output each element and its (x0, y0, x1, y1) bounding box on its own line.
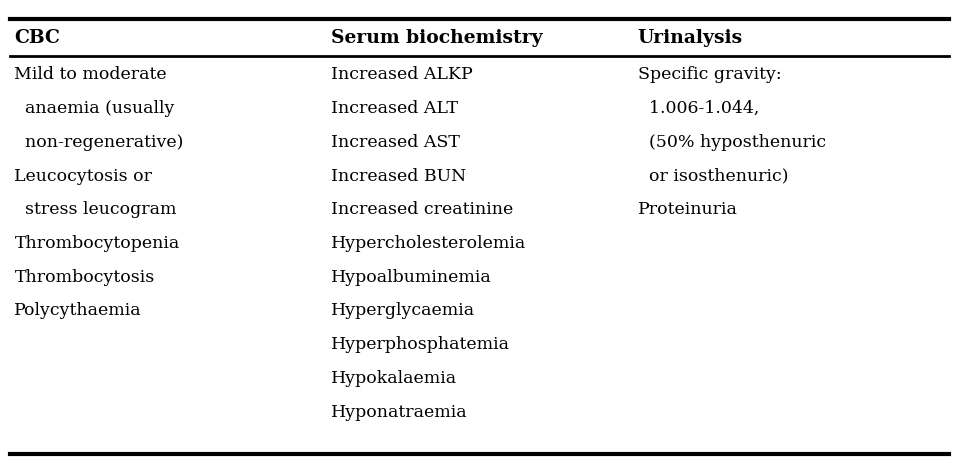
Text: anaemia (usually: anaemia (usually (14, 100, 175, 117)
Text: Leucocytosis or: Leucocytosis or (14, 168, 152, 184)
Text: CBC: CBC (14, 29, 60, 47)
Text: 1.006-1.044,: 1.006-1.044, (638, 100, 760, 117)
Text: Thrombocytosis: Thrombocytosis (14, 269, 154, 286)
Text: Mild to moderate: Mild to moderate (14, 67, 167, 83)
Text: Hypercholesterolemia: Hypercholesterolemia (331, 235, 526, 252)
Text: non-regenerative): non-regenerative) (14, 134, 184, 151)
Text: Hypokalaemia: Hypokalaemia (331, 370, 457, 387)
Text: Serum biochemistry: Serum biochemistry (331, 29, 543, 47)
Text: Increased ALT: Increased ALT (331, 100, 457, 117)
Text: Thrombocytopenia: Thrombocytopenia (14, 235, 179, 252)
Text: Hyponatraemia: Hyponatraemia (331, 404, 467, 420)
Text: Urinalysis: Urinalysis (638, 29, 743, 47)
Text: Increased creatinine: Increased creatinine (331, 201, 513, 218)
Text: Increased AST: Increased AST (331, 134, 459, 151)
Text: Specific gravity:: Specific gravity: (638, 67, 782, 83)
Text: Hypoalbuminemia: Hypoalbuminemia (331, 269, 492, 286)
Text: Increased BUN: Increased BUN (331, 168, 466, 184)
Text: Proteinuria: Proteinuria (638, 201, 737, 218)
Text: Polycythaemia: Polycythaemia (14, 303, 142, 319)
Text: Hyperglycaemia: Hyperglycaemia (331, 303, 475, 319)
Text: Hyperphosphatemia: Hyperphosphatemia (331, 336, 510, 353)
Text: Increased ALKP: Increased ALKP (331, 67, 473, 83)
Text: (50% hyposthenuric: (50% hyposthenuric (638, 134, 826, 151)
Text: stress leucogram: stress leucogram (14, 201, 176, 218)
Text: or isosthenuric): or isosthenuric) (638, 168, 788, 184)
